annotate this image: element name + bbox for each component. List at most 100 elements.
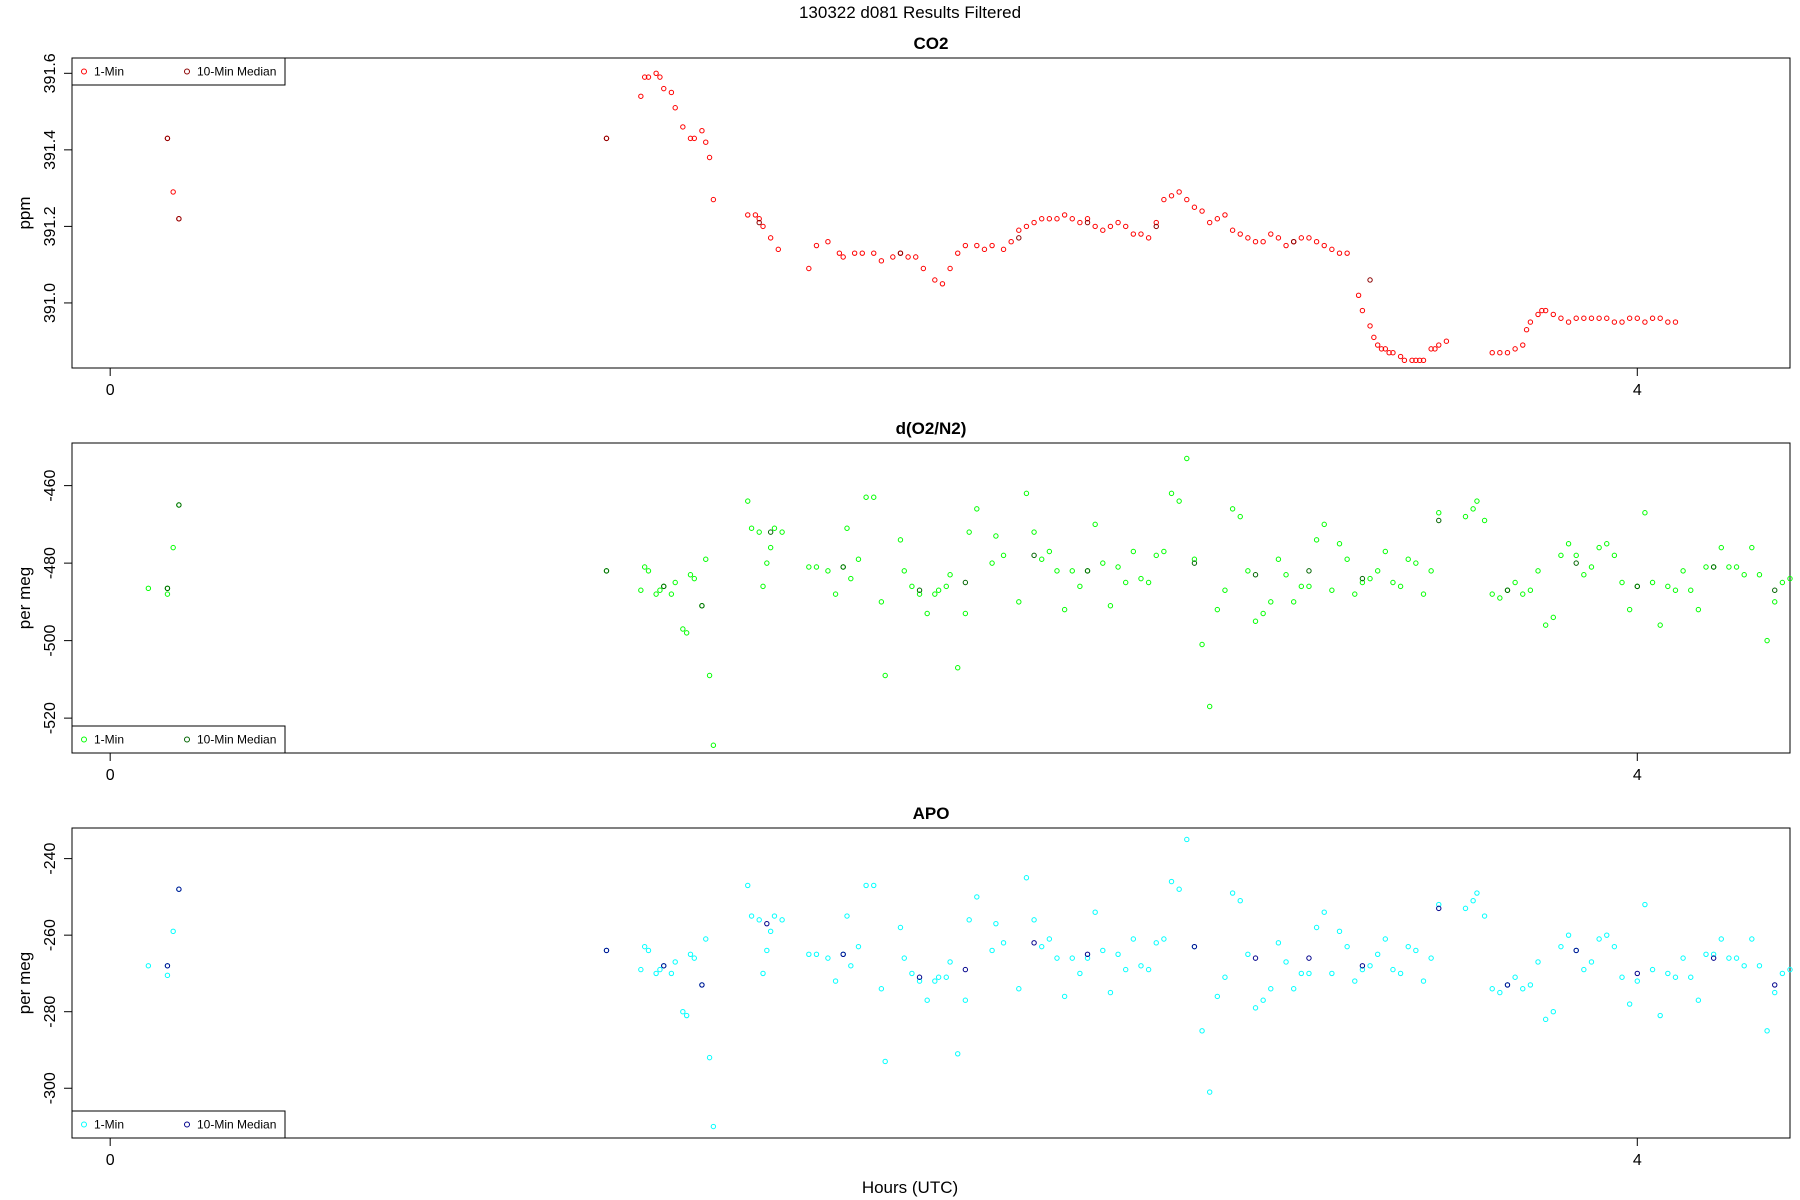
data-point bbox=[657, 74, 663, 80]
data-point bbox=[1374, 951, 1381, 957]
data-point bbox=[1084, 219, 1091, 226]
data-point bbox=[947, 572, 953, 578]
data-point bbox=[836, 250, 843, 256]
data-point bbox=[699, 603, 705, 609]
data-point bbox=[1733, 955, 1740, 961]
data-point bbox=[756, 529, 762, 535]
data-point bbox=[1462, 513, 1469, 520]
data-point bbox=[767, 928, 774, 935]
y-tick-label: -280 bbox=[42, 996, 59, 1028]
data-point bbox=[691, 575, 697, 582]
data-point bbox=[672, 105, 678, 111]
data-point bbox=[170, 189, 176, 195]
data-point bbox=[832, 591, 839, 597]
data-point bbox=[825, 568, 831, 574]
data-point bbox=[1665, 970, 1671, 977]
data-point bbox=[1222, 974, 1228, 980]
data-point bbox=[1489, 986, 1495, 992]
data-point bbox=[962, 610, 969, 617]
data-point bbox=[1756, 572, 1763, 578]
data-point bbox=[1520, 342, 1526, 348]
data-point bbox=[687, 951, 694, 957]
data-point bbox=[1214, 606, 1221, 613]
y-axis-label: per meg bbox=[15, 952, 34, 1014]
data-point bbox=[1413, 357, 1419, 364]
data-point bbox=[974, 506, 980, 512]
data-point bbox=[1604, 932, 1610, 938]
data-point bbox=[1359, 579, 1366, 586]
data-point bbox=[1145, 966, 1152, 973]
data-point bbox=[1649, 315, 1656, 321]
data-point bbox=[1016, 986, 1022, 992]
data-point bbox=[935, 587, 942, 593]
data-point bbox=[882, 672, 888, 679]
data-point bbox=[645, 568, 652, 574]
data-point bbox=[840, 951, 846, 957]
data-point bbox=[1153, 552, 1159, 559]
data-point bbox=[641, 943, 648, 950]
data-point bbox=[1191, 204, 1198, 210]
data-point bbox=[1462, 905, 1469, 912]
data-point bbox=[1329, 587, 1335, 593]
data-point bbox=[1539, 307, 1545, 314]
data-point bbox=[1390, 966, 1396, 973]
data-point bbox=[1474, 498, 1480, 504]
data-point bbox=[1130, 548, 1137, 555]
data-point bbox=[1604, 315, 1610, 321]
data-point bbox=[832, 978, 839, 984]
data-point bbox=[603, 947, 610, 954]
data-point bbox=[1290, 599, 1297, 605]
data-point bbox=[962, 997, 969, 1003]
data-point bbox=[1153, 223, 1159, 230]
data-point bbox=[1260, 997, 1266, 1003]
data-point bbox=[1313, 239, 1320, 245]
data-point bbox=[1184, 196, 1190, 203]
data-point bbox=[1726, 955, 1732, 961]
data-point bbox=[1749, 544, 1755, 551]
data-point bbox=[683, 1012, 690, 1019]
data-point bbox=[1329, 970, 1335, 977]
legend-marker bbox=[81, 68, 87, 75]
data-point bbox=[1344, 250, 1350, 256]
data-point bbox=[1390, 579, 1396, 586]
y-tick-label: 391.4 bbox=[42, 130, 59, 170]
data-point bbox=[1061, 606, 1068, 613]
data-point bbox=[1619, 974, 1625, 980]
data-point bbox=[745, 212, 751, 218]
data-point bbox=[1665, 319, 1671, 325]
data-point bbox=[1397, 970, 1404, 977]
data-point bbox=[1054, 955, 1060, 961]
data-point bbox=[966, 917, 972, 923]
data-point bbox=[1520, 986, 1526, 992]
data-point bbox=[1764, 1028, 1770, 1034]
data-point bbox=[1405, 943, 1411, 950]
data-point bbox=[1535, 568, 1541, 574]
data-point bbox=[1313, 924, 1320, 931]
data-point bbox=[1184, 455, 1190, 462]
data-point bbox=[1100, 947, 1106, 954]
data-point bbox=[603, 135, 610, 142]
data-point bbox=[1772, 599, 1778, 605]
data-point bbox=[699, 128, 705, 134]
data-point bbox=[1260, 239, 1266, 245]
data-point bbox=[932, 591, 938, 597]
data-point bbox=[1397, 583, 1404, 590]
data-point bbox=[1512, 579, 1518, 586]
data-point bbox=[806, 951, 812, 957]
legend-entry: 10-Min Median bbox=[197, 1118, 276, 1132]
data-point bbox=[1634, 583, 1640, 590]
data-point bbox=[1199, 208, 1205, 214]
data-point bbox=[806, 564, 812, 570]
data-point bbox=[1306, 568, 1312, 574]
data-point bbox=[1527, 982, 1534, 988]
data-point bbox=[672, 579, 678, 586]
data-point bbox=[1535, 311, 1541, 318]
data-point bbox=[1054, 216, 1060, 222]
data-point bbox=[1039, 216, 1045, 222]
data-point bbox=[901, 955, 907, 961]
data-point bbox=[1611, 319, 1618, 325]
x-axis-label: Hours (UTC) bbox=[862, 1178, 958, 1197]
data-point bbox=[1542, 1016, 1549, 1023]
data-point bbox=[653, 70, 659, 77]
data-point bbox=[871, 250, 877, 256]
